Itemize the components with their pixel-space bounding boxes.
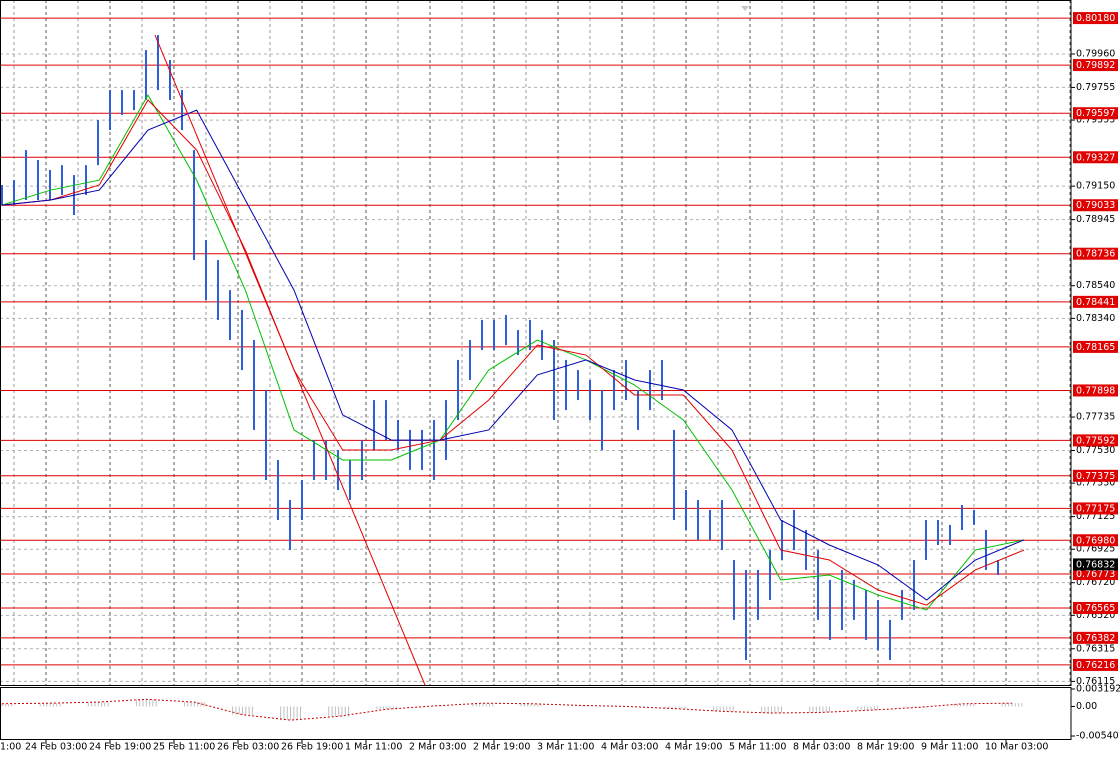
- x-tick-label: 1:00: [0, 742, 21, 753]
- level-label: 0.77898: [1076, 385, 1115, 396]
- y-tick-label: 0.76115: [1076, 676, 1115, 687]
- y-tick-label: 0.79555: [1076, 115, 1115, 126]
- x-tick-label: 8 Mar 03:00: [793, 742, 850, 753]
- x-tick-label: 24 Feb 19:00: [89, 742, 151, 753]
- level-label-box: [1073, 434, 1118, 447]
- level-label: 0.77592: [1076, 435, 1115, 446]
- level-label: 0.78165: [1076, 342, 1115, 353]
- y-tick-label: 0.79150: [1076, 181, 1115, 192]
- current-price-box: [1073, 558, 1118, 571]
- moving-average: [1, 94, 1025, 611]
- level-label: 0.80180: [1076, 13, 1115, 24]
- x-tick-label: 2 Mar 19:00: [473, 742, 530, 753]
- level-label: 0.79892: [1076, 60, 1115, 71]
- level-label-box: [1073, 295, 1118, 308]
- indicator-line: [1, 698, 1013, 721]
- level-label: 0.79597: [1076, 108, 1115, 119]
- level-label-box: [1073, 658, 1118, 671]
- level-label-box: [1073, 469, 1118, 482]
- y-tick-label: 0.77125: [1076, 511, 1115, 522]
- indicator-frame: [0, 687, 1072, 740]
- y-tick-label: 0.76925: [1076, 544, 1115, 555]
- level-label: 0.77175: [1076, 503, 1115, 514]
- level-label: 0.78736: [1076, 249, 1115, 260]
- indicator-y-tick-label: 0.00: [1076, 701, 1097, 712]
- level-label: 0.76216: [1076, 660, 1115, 671]
- y-tick-label: 0.77330: [1076, 478, 1115, 489]
- y-tick-label: 0.78945: [1076, 214, 1115, 225]
- level-label-box: [1073, 601, 1118, 614]
- x-tick-label: 10 Mar 03:00: [985, 742, 1048, 753]
- level-label-box: [1073, 199, 1118, 212]
- moving-average: [1, 99, 1025, 606]
- level-label: 0.76773: [1076, 569, 1115, 580]
- level-label: 0.76565: [1076, 603, 1115, 614]
- level-label: 0.79327: [1076, 152, 1115, 163]
- y-tick-label: 0.78340: [1076, 313, 1115, 324]
- y-tick-label: 0.76720: [1076, 577, 1115, 588]
- current-price-label: 0.76832: [1076, 559, 1115, 570]
- level-label-box: [1073, 534, 1118, 547]
- level-label: 0.78441: [1076, 297, 1115, 308]
- trendline: [154, 34, 426, 685]
- x-tick-label: 26 Feb 19:00: [281, 742, 343, 753]
- y-tick-label: 0.76315: [1076, 643, 1115, 654]
- shift-marker: [741, 6, 749, 11]
- x-tick-label: 25 Feb 11:00: [153, 742, 215, 753]
- x-tick-label: 4 Mar 03:00: [601, 742, 658, 753]
- x-tick-label: 2 Mar 03:00: [409, 742, 466, 753]
- level-label-box: [1073, 247, 1118, 260]
- level-label-box: [1073, 340, 1118, 353]
- level-label: 0.77375: [1076, 471, 1115, 482]
- y-tick-label: 0.78540: [1076, 280, 1115, 291]
- y-tick-label: 0.77530: [1076, 445, 1115, 456]
- indicator-y-tick-label: -0.005401: [1076, 731, 1120, 742]
- x-tick-label: 3 Mar 11:00: [537, 742, 594, 753]
- y-tick-label: 0.77735: [1076, 412, 1115, 423]
- main-frame: [0, 0, 1072, 686]
- y-tick-label: 0.76520: [1076, 610, 1115, 621]
- y-tick-label: 0.79755: [1076, 82, 1115, 93]
- x-tick-label: 9 Mar 11:00: [921, 742, 978, 753]
- level-label: 0.79033: [1076, 200, 1115, 211]
- level-label-box: [1073, 631, 1118, 644]
- x-tick-label: 24 Feb 03:00: [25, 742, 87, 753]
- x-tick-label: 26 Feb 03:00: [217, 742, 279, 753]
- level-label-box: [1073, 568, 1118, 581]
- indicator-y-tick-label: 0.003192: [1076, 684, 1120, 695]
- y-tick-label: 0.79960: [1076, 48, 1115, 59]
- level-label-box: [1073, 151, 1118, 164]
- level-label: 0.76382: [1076, 633, 1115, 644]
- x-tick-label: 1 Mar 11:00: [345, 742, 402, 753]
- moving-average: [1, 109, 1025, 601]
- level-label-box: [1073, 107, 1118, 120]
- x-tick-label: 4 Mar 19:00: [665, 742, 722, 753]
- level-label-box: [1073, 12, 1118, 25]
- level-label-box: [1073, 502, 1118, 515]
- x-tick-label: 8 Mar 19:00: [857, 742, 914, 753]
- level-label: 0.76980: [1076, 535, 1115, 546]
- level-label-box: [1073, 59, 1118, 72]
- plot-area: [0, 0, 1071, 685]
- level-label-box: [1073, 384, 1118, 397]
- x-tick-label: 5 Mar 11:00: [729, 742, 786, 753]
